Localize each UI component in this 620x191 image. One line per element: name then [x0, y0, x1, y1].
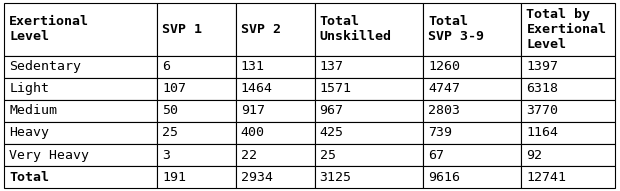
Text: Total
Unskilled: Total Unskilled: [319, 15, 392, 43]
Text: 1464: 1464: [241, 82, 273, 95]
Text: 425: 425: [319, 126, 343, 139]
Bar: [236, 56, 314, 78]
Text: 92: 92: [526, 149, 542, 162]
Bar: [423, 78, 521, 100]
Bar: [423, 166, 521, 188]
Text: 917: 917: [241, 104, 265, 117]
Bar: [236, 144, 314, 166]
Bar: [423, 100, 521, 122]
Bar: [314, 144, 423, 166]
Bar: [314, 56, 423, 78]
Text: 137: 137: [319, 60, 343, 73]
Text: 739: 739: [428, 126, 452, 139]
Text: 6: 6: [162, 60, 170, 73]
Bar: [521, 100, 615, 122]
Text: 1164: 1164: [526, 126, 559, 139]
Text: Sedentary: Sedentary: [9, 60, 81, 73]
Bar: [521, 122, 615, 144]
Text: 3125: 3125: [319, 171, 352, 184]
Bar: [423, 122, 521, 144]
Bar: [157, 144, 236, 166]
Bar: [4, 56, 157, 78]
Text: 967: 967: [319, 104, 343, 117]
Text: Total by
Exertional
Level: Total by Exertional Level: [526, 8, 606, 51]
Bar: [521, 3, 615, 56]
Bar: [157, 100, 236, 122]
Text: 1571: 1571: [319, 82, 352, 95]
Bar: [423, 144, 521, 166]
Text: 25: 25: [319, 149, 335, 162]
Text: Heavy: Heavy: [9, 126, 50, 139]
Bar: [4, 166, 157, 188]
Text: 22: 22: [241, 149, 257, 162]
Text: 1260: 1260: [428, 60, 460, 73]
Bar: [236, 78, 314, 100]
Bar: [236, 166, 314, 188]
Text: 6318: 6318: [526, 82, 559, 95]
Text: 2803: 2803: [428, 104, 460, 117]
Text: 4747: 4747: [428, 82, 460, 95]
Text: 400: 400: [241, 126, 265, 139]
Bar: [314, 122, 423, 144]
Bar: [157, 122, 236, 144]
Text: Very Heavy: Very Heavy: [9, 149, 89, 162]
Bar: [314, 166, 423, 188]
Bar: [157, 3, 236, 56]
Text: Light: Light: [9, 82, 50, 95]
Text: 1397: 1397: [526, 60, 559, 73]
Bar: [521, 56, 615, 78]
Text: Total: Total: [9, 171, 50, 184]
Text: 9616: 9616: [428, 171, 460, 184]
Bar: [236, 100, 314, 122]
Bar: [157, 78, 236, 100]
Text: 3: 3: [162, 149, 170, 162]
Bar: [4, 78, 157, 100]
Text: 107: 107: [162, 82, 186, 95]
Bar: [236, 3, 314, 56]
Bar: [521, 166, 615, 188]
Text: Exertional
Level: Exertional Level: [9, 15, 89, 43]
Bar: [314, 3, 423, 56]
Text: 191: 191: [162, 171, 186, 184]
Bar: [4, 100, 157, 122]
Text: Medium: Medium: [9, 104, 57, 117]
Text: 67: 67: [428, 149, 444, 162]
Text: 131: 131: [241, 60, 265, 73]
Bar: [314, 78, 423, 100]
Bar: [236, 122, 314, 144]
Text: 2934: 2934: [241, 171, 273, 184]
Bar: [314, 100, 423, 122]
Bar: [157, 166, 236, 188]
Text: SVP 1: SVP 1: [162, 23, 202, 36]
Bar: [521, 78, 615, 100]
Text: 3770: 3770: [526, 104, 559, 117]
Text: SVP 2: SVP 2: [241, 23, 281, 36]
Bar: [423, 56, 521, 78]
Text: 25: 25: [162, 126, 178, 139]
Text: 50: 50: [162, 104, 178, 117]
Bar: [157, 56, 236, 78]
Text: 12741: 12741: [526, 171, 567, 184]
Bar: [423, 3, 521, 56]
Bar: [4, 144, 157, 166]
Text: Total
SVP 3-9: Total SVP 3-9: [428, 15, 484, 43]
Bar: [521, 144, 615, 166]
Bar: [4, 3, 157, 56]
Bar: [4, 122, 157, 144]
